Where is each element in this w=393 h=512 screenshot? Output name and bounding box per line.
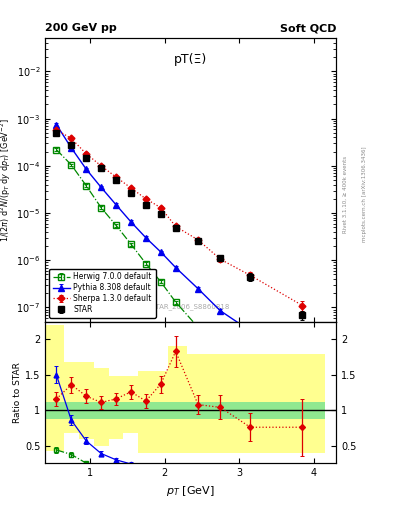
X-axis label: $p_T\ [\mathrm{GeV}]$: $p_T\ [\mathrm{GeV}]$ <box>166 484 215 498</box>
Bar <box>79 362 94 439</box>
Bar <box>138 402 153 419</box>
Bar <box>187 402 209 419</box>
Bar <box>209 354 231 453</box>
Bar <box>269 402 325 419</box>
Y-axis label: $1/(2\pi)\ \mathrm{d}^2N/(\mathrm{p}_T\ \mathrm{d}y\ \mathrm{d}p_T)\ [\mathrm{Ge: $1/(2\pi)\ \mathrm{d}^2N/(\mathrm{p}_T\ … <box>0 118 13 242</box>
Bar <box>64 402 79 419</box>
Bar <box>231 402 269 419</box>
Bar <box>138 371 153 453</box>
Bar <box>209 402 231 419</box>
Bar <box>123 376 138 433</box>
Text: STAR_2006_S8860818: STAR_2006_S8860818 <box>151 304 230 310</box>
Bar <box>108 402 123 419</box>
Bar <box>79 402 94 419</box>
Bar <box>153 371 168 453</box>
Bar <box>123 402 138 419</box>
Bar <box>94 368 108 445</box>
Text: Soft QCD: Soft QCD <box>279 23 336 33</box>
Bar <box>64 362 79 433</box>
Bar <box>168 402 187 419</box>
Bar <box>168 347 187 453</box>
Bar <box>45 325 64 451</box>
Bar <box>45 402 64 419</box>
Text: 200 GeV pp: 200 GeV pp <box>45 23 117 33</box>
Bar <box>231 354 269 453</box>
Bar <box>153 402 168 419</box>
Text: mcplots.cern.ch [arXiv:1306.3436]: mcplots.cern.ch [arXiv:1306.3436] <box>362 147 367 242</box>
Bar <box>269 354 325 453</box>
Y-axis label: Ratio to STAR: Ratio to STAR <box>13 362 22 423</box>
Bar <box>94 402 108 419</box>
Bar <box>108 376 123 439</box>
Text: pT(Ξ): pT(Ξ) <box>174 53 207 66</box>
Text: Rivet 3.1.10, ≥ 400k events: Rivet 3.1.10, ≥ 400k events <box>343 156 348 233</box>
Bar <box>187 354 209 453</box>
Legend: Herwig 7.0.0 default, Pythia 8.308 default, Sherpa 1.3.0 default, STAR: Herwig 7.0.0 default, Pythia 8.308 defau… <box>49 268 156 318</box>
